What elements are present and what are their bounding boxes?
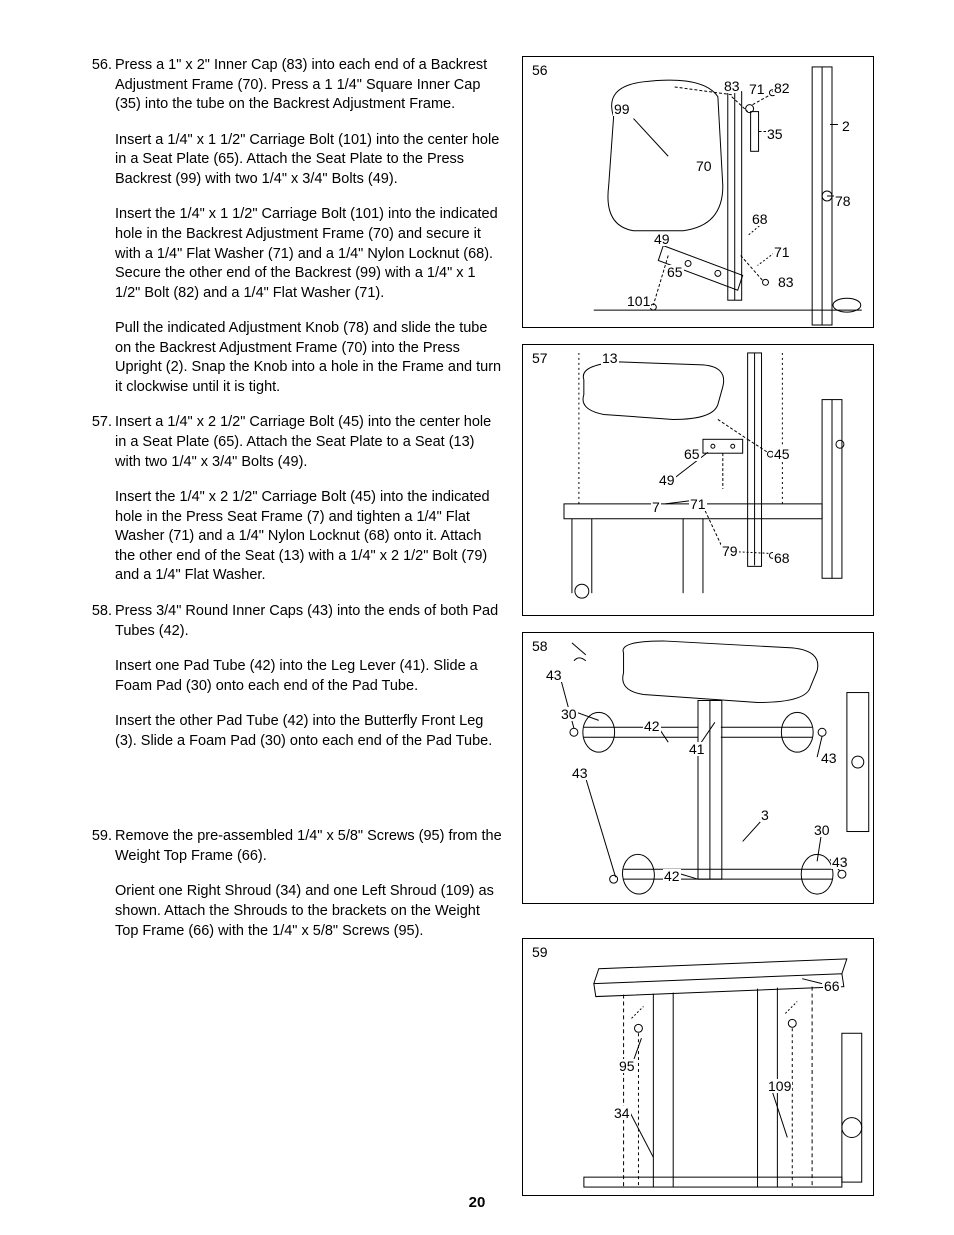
figures-column: 56 83 71 82 99 35 2 70 78 68 49 71 65 83 101 xyxy=(522,56,874,1196)
paragraph: Press 3/4" Round Inner Caps (43) into th… xyxy=(115,602,504,641)
figure-58: 58 43 30 42 41 43 43 3 30 42 43 xyxy=(522,632,874,904)
callout-label: 71 xyxy=(748,82,766,96)
callout-label: 43 xyxy=(571,766,589,780)
callout-label: 68 xyxy=(751,212,769,226)
step-56: 56. Press a 1" x 2" Inner Cap (83) into … xyxy=(84,56,504,397)
callout-label: 57 xyxy=(531,351,549,365)
callout-label: 71 xyxy=(773,245,791,259)
step-59: 59. Remove the pre-assembled 1/4" x 5/8"… xyxy=(84,827,504,941)
step-57: 57. Insert a 1/4" x 2 1/2" Carriage Bolt… xyxy=(84,413,504,586)
paragraph: Insert a 1/4" x 2 1/2" Carriage Bolt (45… xyxy=(115,413,504,472)
callout-label: 2 xyxy=(841,119,851,133)
callout-label: 42 xyxy=(643,719,661,733)
callout-label: 71 xyxy=(689,497,707,511)
callout-label: 59 xyxy=(531,945,549,959)
callout-label: 65 xyxy=(683,447,701,461)
callout-label: 70 xyxy=(695,159,713,173)
callout-label: 45 xyxy=(773,447,791,461)
paragraph: Insert one Pad Tube (42) into the Leg Le… xyxy=(115,657,504,696)
callout-label: 41 xyxy=(688,742,706,756)
paragraph: Press a 1" x 2" Inner Cap (83) into each… xyxy=(115,56,504,115)
paragraph: Insert the other Pad Tube (42) into the … xyxy=(115,712,504,751)
callout-label: 101 xyxy=(626,294,651,308)
callout-label: 43 xyxy=(831,855,849,869)
callout-label: 43 xyxy=(820,751,838,765)
instructions-column: 56. Press a 1" x 2" Inner Cap (83) into … xyxy=(84,56,504,1196)
callout-label: 43 xyxy=(545,668,563,682)
step-number: 58. xyxy=(84,602,115,751)
callout-label: 65 xyxy=(666,265,684,279)
callout-label: 82 xyxy=(773,81,791,95)
paragraph: Remove the pre-assembled 1/4" x 5/8" Scr… xyxy=(115,827,504,866)
callout-label: 49 xyxy=(658,473,676,487)
callout-label: 83 xyxy=(777,275,795,289)
callout-label: 7 xyxy=(651,500,661,514)
callout-label: 56 xyxy=(531,63,549,77)
paragraph: Pull the indicated Adjustment Knob (78) … xyxy=(115,319,504,397)
paragraph: Orient one Right Shroud (34) and one Lef… xyxy=(115,882,504,941)
paragraph: Insert the 1/4" x 1 1/2" Carriage Bolt (… xyxy=(115,205,504,303)
callout-label: 49 xyxy=(653,232,671,246)
page-number: 20 xyxy=(0,1193,954,1213)
figure-59: 59 66 95 34 109 xyxy=(522,938,874,1196)
callout-label: 30 xyxy=(560,707,578,721)
content-columns: 56. Press a 1" x 2" Inner Cap (83) into … xyxy=(84,56,884,1196)
figure-56: 56 83 71 82 99 35 2 70 78 68 49 71 65 83 101 xyxy=(522,56,874,328)
step-58: 58. Press 3/4" Round Inner Caps (43) int… xyxy=(84,602,504,751)
callout-label: 58 xyxy=(531,639,549,653)
callout-label: 99 xyxy=(613,102,631,116)
figure-57: 57 13 65 45 49 7 71 79 68 xyxy=(522,344,874,616)
callout-label: 42 xyxy=(663,869,681,883)
page: 56. Press a 1" x 2" Inner Cap (83) into … xyxy=(0,0,954,1235)
callout-label: 109 xyxy=(767,1079,792,1093)
callout-label: 95 xyxy=(618,1059,636,1073)
step-body: Press a 1" x 2" Inner Cap (83) into each… xyxy=(115,56,504,397)
callout-label: 35 xyxy=(766,127,784,141)
callout-label: 68 xyxy=(773,551,791,565)
step-number: 59. xyxy=(84,827,115,941)
step-body: Remove the pre-assembled 1/4" x 5/8" Scr… xyxy=(115,827,504,941)
callout-label: 34 xyxy=(613,1106,631,1120)
callout-label: 30 xyxy=(813,823,831,837)
paragraph: Insert the 1/4" x 2 1/2" Carriage Bolt (… xyxy=(115,488,504,586)
callout-label: 3 xyxy=(760,808,770,822)
callout-label: 66 xyxy=(823,979,841,993)
spacer xyxy=(84,767,504,827)
step-body: Press 3/4" Round Inner Caps (43) into th… xyxy=(115,602,504,751)
callout-label: 83 xyxy=(723,79,741,93)
step-body: Insert a 1/4" x 2 1/2" Carriage Bolt (45… xyxy=(115,413,504,586)
callout-label: 79 xyxy=(721,544,739,558)
callout-label: 13 xyxy=(601,351,619,365)
step-number: 56. xyxy=(84,56,115,397)
step-number: 57. xyxy=(84,413,115,586)
callout-label: 78 xyxy=(834,194,852,208)
paragraph: Insert a 1/4" x 1 1/2" Carriage Bolt (10… xyxy=(115,131,504,190)
